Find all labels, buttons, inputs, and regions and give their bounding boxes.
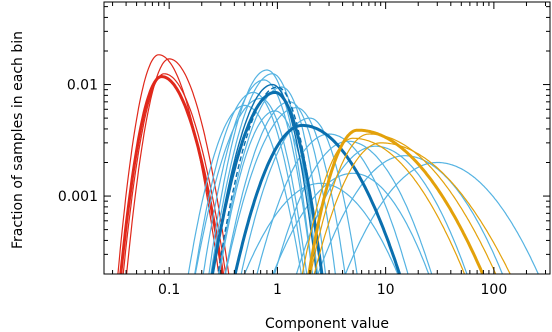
y-axis-title: Fraction of samples in each bin xyxy=(10,31,26,249)
x-tick-label: 1 xyxy=(273,282,282,298)
x-axis-title: Component value xyxy=(265,316,389,332)
series-line-red-0 xyxy=(119,75,225,274)
series-line-orange-29 xyxy=(313,142,511,274)
series-line-light_blue-19 xyxy=(344,161,539,274)
series-line-dark_blue-24 xyxy=(217,86,322,274)
series-line-light_blue-17 xyxy=(295,145,468,274)
x-tick-label: 10 xyxy=(377,282,395,298)
series-line-light_blue-6 xyxy=(202,79,313,274)
series-line-orange-28 xyxy=(301,137,466,274)
series-line-dark_blue-25 xyxy=(211,83,318,274)
series-line-light_blue-12 xyxy=(224,107,346,274)
x-tick-label: 0.1 xyxy=(158,282,180,298)
series-line-orange-26 xyxy=(307,128,485,274)
y-tick-label: 0.01 xyxy=(67,78,98,94)
series-line-red-2 xyxy=(126,58,230,274)
axis-ticks: 0.1 1 10 100 0.001 0.01 xyxy=(58,2,550,298)
series-line-light_blue-9 xyxy=(194,97,308,274)
series-line-light_blue-10 xyxy=(224,101,336,274)
series-line-light_blue-8 xyxy=(194,91,305,274)
series-line-light_blue-4 xyxy=(208,69,314,274)
series-line-red-1 xyxy=(117,54,220,274)
series-line-light_blue-20 xyxy=(272,172,430,274)
series-lines xyxy=(117,54,539,274)
series-line-red-3 xyxy=(122,73,227,274)
series-line-light_blue-21 xyxy=(243,182,399,274)
series-line-dark_blue-23 xyxy=(233,123,402,274)
y-tick-label: 0.001 xyxy=(58,189,98,205)
plot-frame xyxy=(103,1,551,275)
series-line-dark_blue-22 xyxy=(210,90,324,274)
series-line-light_blue-11 xyxy=(187,104,302,274)
x-tick-label: 100 xyxy=(481,282,508,298)
series-line-light_blue-14 xyxy=(218,110,322,274)
series-line-light_blue-5 xyxy=(210,73,319,274)
